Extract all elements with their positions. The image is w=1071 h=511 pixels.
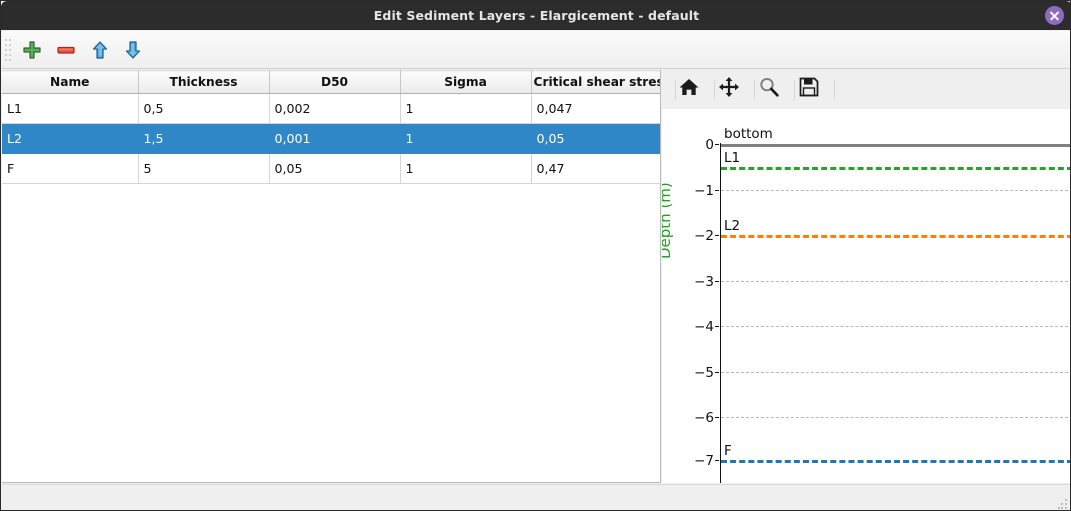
plot-area: bottom L1 L2 F <box>720 126 1070 483</box>
home-icon <box>679 79 699 95</box>
pan-button[interactable] <box>718 76 746 104</box>
toolbar-separator <box>834 80 835 100</box>
series-line-bottom <box>721 144 1070 147</box>
zoom-button[interactable] <box>758 76 786 104</box>
toolbar-separator <box>794 80 795 100</box>
add-layer-button[interactable] <box>18 36 46 64</box>
plus-icon <box>23 41 41 59</box>
y-tick-mark <box>715 326 719 327</box>
close-icon[interactable] <box>1045 6 1064 25</box>
cell-d50[interactable]: 0,002 <box>269 93 401 124</box>
series-label-l2: L2 <box>724 218 741 234</box>
cell-sigma[interactable]: 1 <box>400 93 532 124</box>
move-icon <box>719 77 739 97</box>
save-button[interactable] <box>798 76 826 104</box>
cell-critical-shear-stress[interactable]: 0,47 <box>531 153 660 184</box>
window-title: Edit Sediment Layers - Elargicement - de… <box>373 8 700 23</box>
cell-d50[interactable]: 0,05 <box>269 153 401 184</box>
move-up-button[interactable] <box>86 36 114 64</box>
gridline <box>721 326 1070 327</box>
y-tick-label: −7 <box>694 453 714 469</box>
title-bar[interactable]: Edit Sediment Layers - Elargicement - de… <box>1 1 1070 30</box>
series-line-l1 <box>721 167 1070 170</box>
cell-thickness[interactable]: 1,5 <box>138 123 270 154</box>
magnifier-icon <box>760 77 779 97</box>
gridline <box>721 190 1070 191</box>
minus-icon <box>57 46 75 54</box>
arrow-up-icon <box>92 41 108 59</box>
y-tick-label: −5 <box>694 365 714 381</box>
gridline <box>721 281 1070 282</box>
cell-thickness[interactable]: 0,5 <box>138 93 270 124</box>
y-tick-label: −4 <box>694 319 714 335</box>
y-tick-mark <box>715 460 719 461</box>
depth-profile-chart[interactable]: Depth (m) 0 −1 −2 −3 −4 −5 −6 −7 <box>662 109 1070 483</box>
toolbar-drag-handle[interactable] <box>5 37 11 63</box>
y-tick-label: 0 <box>705 137 714 153</box>
floppy-icon <box>799 77 819 97</box>
y-tick-mark <box>715 417 719 418</box>
table-row[interactable]: F 5 0,05 1 0,47 <box>2 153 660 184</box>
y-tick-mark <box>715 281 719 282</box>
remove-layer-button[interactable] <box>52 36 80 64</box>
cell-critical-shear-stress[interactable]: 0,047 <box>531 93 660 124</box>
y-tick-mark <box>715 235 719 236</box>
y-tick-label: −1 <box>694 183 714 199</box>
cell-sigma[interactable]: 1 <box>400 123 532 154</box>
column-header-name[interactable]: Name <box>2 70 139 94</box>
y-tick-mark <box>715 372 719 373</box>
y-tick-label: −2 <box>694 228 714 244</box>
column-header-sigma[interactable]: Sigma <box>400 70 532 94</box>
y-tick-label: −3 <box>694 274 714 290</box>
layers-table[interactable]: Name Thickness D50 Sigma Critical shear … <box>2 70 660 184</box>
table-row-selected[interactable]: L2 1,5 0,001 1 0,05 <box>2 123 660 154</box>
column-header-d50[interactable]: D50 <box>269 70 401 94</box>
series-label-bottom: bottom <box>724 126 773 142</box>
y-tick-mark <box>715 190 719 191</box>
cell-name[interactable]: L2 <box>2 123 139 154</box>
table-row[interactable]: L1 0,5 0,002 1 0,047 <box>2 93 660 124</box>
toolbar-separator <box>754 80 755 100</box>
main-toolbar <box>2 31 1070 69</box>
depth-profile-panel: Depth (m) 0 −1 −2 −3 −4 −5 −6 −7 <box>662 70 1070 483</box>
arrow-down-icon <box>125 41 141 59</box>
cell-name[interactable]: L1 <box>2 93 139 124</box>
y-tick-label: −6 <box>694 410 714 426</box>
layers-table-panel: Name Thickness D50 Sigma Critical shear … <box>2 70 661 483</box>
y-tick-mark <box>715 144 719 145</box>
cell-thickness[interactable]: 5 <box>138 153 270 184</box>
cell-critical-shear-stress[interactable]: 0,05 <box>531 123 660 154</box>
series-line-f <box>721 460 1070 463</box>
gridline <box>721 372 1070 373</box>
toolbar-separator <box>675 80 676 100</box>
cell-name[interactable]: F <box>2 153 139 184</box>
toolbar-separator <box>714 80 715 100</box>
cell-sigma[interactable]: 1 <box>400 153 532 184</box>
status-footer <box>2 484 1070 510</box>
chart-navigation-toolbar <box>662 70 1070 109</box>
home-button[interactable] <box>678 76 706 104</box>
cell-d50[interactable]: 0,001 <box>269 123 401 154</box>
gridline <box>721 417 1070 418</box>
series-label-f: F <box>724 443 732 459</box>
series-line-l2 <box>721 235 1070 238</box>
column-header-critical-shear-stress[interactable]: Critical shear stress <box>531 70 660 94</box>
table-header-row: Name Thickness D50 Sigma Critical shear … <box>2 70 660 94</box>
resize-grip[interactable] <box>1058 499 1068 509</box>
move-down-button[interactable] <box>119 36 147 64</box>
column-header-thickness[interactable]: Thickness <box>138 70 270 94</box>
series-label-l1: L1 <box>724 150 741 166</box>
